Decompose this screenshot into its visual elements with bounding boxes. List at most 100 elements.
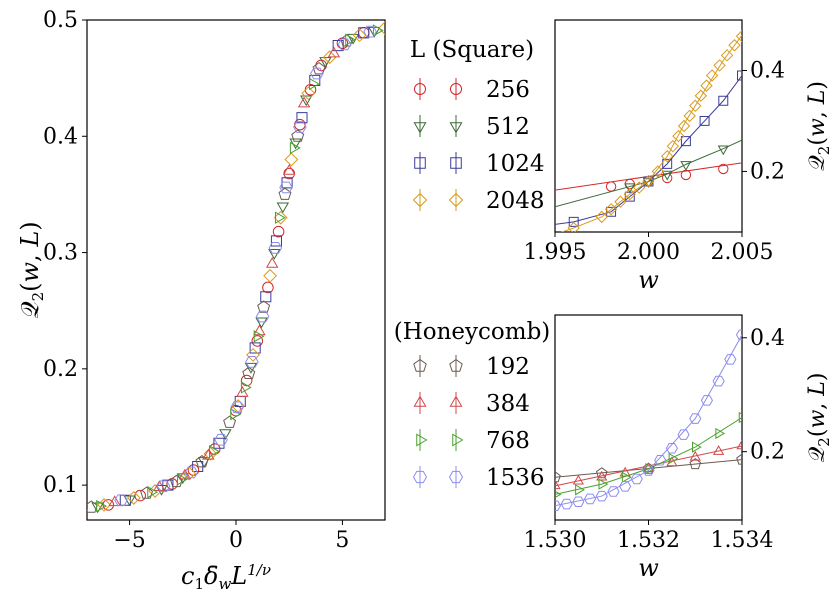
honeycomb-inset-series-1536 <box>555 329 742 512</box>
honeycomb-inset-data-point <box>700 395 714 406</box>
main-xtick-label: 5 <box>335 528 349 553</box>
honeycomb-inset-series-768 <box>555 411 742 499</box>
square-inset-plot: 1.995 2.000 2.005 0.2 0.4 w 𝒬2(w, L) <box>524 19 831 294</box>
honeycomb-inset-data-point <box>572 496 585 508</box>
honeycomb-legend-entry: 192 <box>413 354 530 380</box>
square-legend-marker <box>450 157 462 169</box>
honeycomb-inset-data-point <box>712 445 725 455</box>
main-data-point <box>140 486 154 499</box>
square-inset-data-point <box>672 129 685 143</box>
square-inset-plot-area <box>555 29 742 232</box>
main-data-point <box>263 268 277 283</box>
main-data-point <box>240 374 253 387</box>
square-inset-data-point <box>700 79 713 92</box>
main-data-point <box>294 118 306 131</box>
main-data-point <box>268 248 281 260</box>
honeycomb-inset-data-point <box>689 450 701 461</box>
main-data-point <box>268 242 283 254</box>
square-inset-data-point <box>694 89 708 102</box>
square-inset-data-point <box>718 163 729 175</box>
square-inset-data-point <box>642 174 655 188</box>
honeycomb-inset-data-point <box>735 329 742 341</box>
legend: L (Square) 256 512 1024 2048 (Honeycomb) 192 38… <box>394 37 551 491</box>
square-legend-entry: 1024 <box>414 151 545 177</box>
honeycomb-inset-series-line <box>555 334 742 507</box>
honeycomb-legend-marker <box>413 358 427 372</box>
main-series-0 <box>102 27 370 511</box>
square-legend-marker <box>414 157 426 169</box>
main-ytick-label: 0.2 <box>43 357 78 382</box>
main-data-point <box>126 491 141 505</box>
honeycomb-inset-data-point <box>736 453 742 465</box>
honeycomb-inset-ytick-label: 0.2 <box>750 440 785 465</box>
main-data-point <box>281 177 293 189</box>
honeycomb-inset-data-point <box>596 470 608 481</box>
main-ytick-label: 0.3 <box>43 241 78 266</box>
square-inset-data-point <box>717 145 729 156</box>
square-inset-series-512 <box>555 139 742 208</box>
main-data-point <box>309 77 320 91</box>
main-data-point <box>162 479 174 491</box>
honeycomb-inset-data-point <box>619 481 632 492</box>
honeycomb-inset-data-point <box>572 474 585 485</box>
honeycomb-legend-entry: 768 <box>416 428 530 454</box>
honeycomb-inset-xtick-label: 1.530 <box>524 528 587 553</box>
square-inset-data-point <box>666 139 680 153</box>
square-inset-data-point <box>680 169 692 181</box>
honeycomb-inset-data-point <box>738 411 742 424</box>
honeycomb-inset-data-point <box>595 490 608 502</box>
main-data-point <box>262 281 274 294</box>
main-data-point <box>234 395 246 407</box>
main-data-point <box>301 86 316 101</box>
main-series-5 <box>108 46 341 507</box>
square-legend-marker <box>413 122 427 134</box>
square-inset-ytick-label: 0.2 <box>750 159 785 184</box>
main-data-point <box>352 28 367 43</box>
main-data-point <box>274 211 286 224</box>
honeycomb-legend-marker <box>413 395 427 407</box>
main-data-point <box>87 500 98 513</box>
main-data-point <box>346 33 360 45</box>
main-collapse-plot: −5 0 5 0.1 0.2 0.3 0.4 0.5 c1δ̄wL1/ν 𝒬2(w, L) <box>16 8 386 593</box>
square-inset-data-point <box>662 158 673 169</box>
square-inset-data-point <box>677 119 691 133</box>
main-data-point <box>240 381 252 394</box>
honeycomb-inset-data-point <box>560 498 573 510</box>
honeycomb-inset-data-point <box>555 471 561 483</box>
main-data-point <box>358 27 370 39</box>
honeycomb-inset-data-point <box>689 413 702 424</box>
honeycomb-inset-series-line <box>555 417 742 495</box>
honeycomb-inset-plot-area <box>555 329 742 512</box>
main-series-7 <box>114 25 377 507</box>
honeycomb-inset-data-point <box>621 471 632 483</box>
main-series-6 <box>96 24 384 513</box>
square-inset-data-point <box>662 172 673 184</box>
main-data-point <box>108 495 121 507</box>
main-data-point <box>284 152 299 167</box>
main-data-point <box>297 96 311 108</box>
honeycomb-inset-data-point <box>668 452 679 465</box>
square-inset-data-point <box>689 99 702 113</box>
square-legend-label: 256 <box>486 77 530 103</box>
honeycomb-legend-label: 192 <box>486 354 530 380</box>
square-inset-data-point <box>632 181 646 194</box>
square-legend-marker <box>413 82 427 96</box>
honeycomb-inset-data-point <box>575 484 585 496</box>
honeycomb-inset-data-point <box>642 465 655 476</box>
main-data-point <box>310 67 324 80</box>
honeycomb-inset-data-point <box>665 442 678 454</box>
square-legend-entry: 256 <box>413 77 530 103</box>
honeycomb-legend-marker <box>449 395 463 407</box>
square-inset-data-point <box>604 203 618 216</box>
main-data-point <box>114 494 128 507</box>
main-data-point <box>192 460 204 473</box>
main-data-point <box>363 25 377 38</box>
main-data-point <box>279 181 293 194</box>
main-data-point <box>208 445 220 458</box>
main-data-point <box>345 33 357 47</box>
square-inset-data-point <box>720 49 734 62</box>
main-xlabel: c1δ̄wL1/ν <box>181 561 271 593</box>
square-inset-data-point <box>614 195 627 208</box>
main-data-point <box>283 167 295 180</box>
main-series-3 <box>97 21 385 512</box>
